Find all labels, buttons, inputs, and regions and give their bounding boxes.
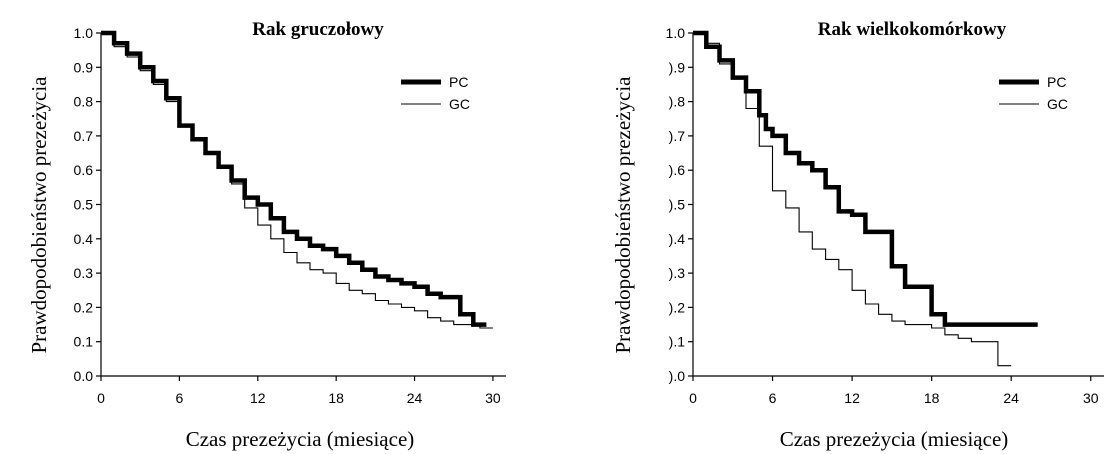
x-tick-label: 18 (328, 390, 344, 406)
x-axis-label: Czas prezeżycia (miesiące) (186, 427, 415, 451)
series-line-pc (101, 30, 487, 327)
y-tick-label: ).5 (669, 197, 686, 213)
chart-title: Rak gruczołowy (252, 19, 384, 40)
y-tick-label: ).3 (669, 265, 686, 281)
y-tick-label: 0.6 (74, 162, 94, 178)
series-line-pc (693, 30, 1038, 327)
series-line-gc (101, 32, 493, 329)
y-tick-label: ).8 (669, 94, 686, 110)
legend-label-gc: GC (449, 96, 470, 112)
chart-panel-adenocarcinoma: Rak gruczołowy Czas prezeżycia (miesiące… (27, 19, 506, 451)
x-tick-label: 12 (250, 390, 266, 406)
chart-title: Rak wielkokomórkowy (818, 19, 1007, 40)
y-tick-label: ).4 (669, 231, 686, 247)
x-tick-label: 6 (175, 390, 183, 406)
y-tick-label: 1.0 (666, 25, 686, 41)
y-tick-label: 0.2 (74, 299, 94, 315)
y-tick-label: ).2 (669, 299, 686, 315)
x-tick-label: 24 (407, 390, 423, 406)
x-tick-label: 30 (1083, 390, 1099, 406)
x-tick-label: 30 (485, 390, 501, 406)
y-tick-label: ).9 (669, 59, 686, 75)
x-tick-label: 18 (924, 390, 940, 406)
legend-label-pc: PC (449, 74, 468, 90)
x-tick-label: 0 (97, 390, 105, 406)
y-tick-label: 0.8 (74, 94, 94, 110)
x-tick-label: 0 (689, 390, 697, 406)
x-tick-label: 24 (1003, 390, 1019, 406)
y-tick-label: ).0 (669, 368, 686, 384)
y-tick-label: ).7 (669, 128, 686, 144)
y-tick-label: 0.7 (74, 128, 94, 144)
legend-label-gc: GC (1047, 96, 1068, 112)
y-tick-label: 0.5 (74, 197, 94, 213)
y-axis-label: Prawdopodobieństwo prezeżycia (27, 76, 51, 354)
x-tick-label: 12 (844, 390, 860, 406)
x-tick-label: 6 (769, 390, 777, 406)
series-line-gc (693, 32, 1012, 367)
y-axis-label: Prawdopodobieństwo prezeżycia (611, 76, 635, 354)
y-tick-label: 0.4 (74, 231, 94, 247)
y-tick-label: 0.3 (74, 265, 94, 281)
y-tick-label: ).1 (669, 334, 686, 350)
chart-panel-large-cell: Rak wielkokomórkowy Czas prezeżycia (mie… (611, 19, 1104, 451)
y-tick-label: ).6 (669, 162, 686, 178)
y-tick-label: 0.1 (74, 334, 94, 350)
y-tick-label: 0.0 (74, 368, 94, 384)
y-tick-label: 1.0 (74, 25, 94, 41)
x-axis-label: Czas prezeżycia (miesiące) (780, 427, 1009, 451)
legend-label-pc: PC (1047, 74, 1066, 90)
y-tick-label: 0.9 (74, 59, 94, 75)
